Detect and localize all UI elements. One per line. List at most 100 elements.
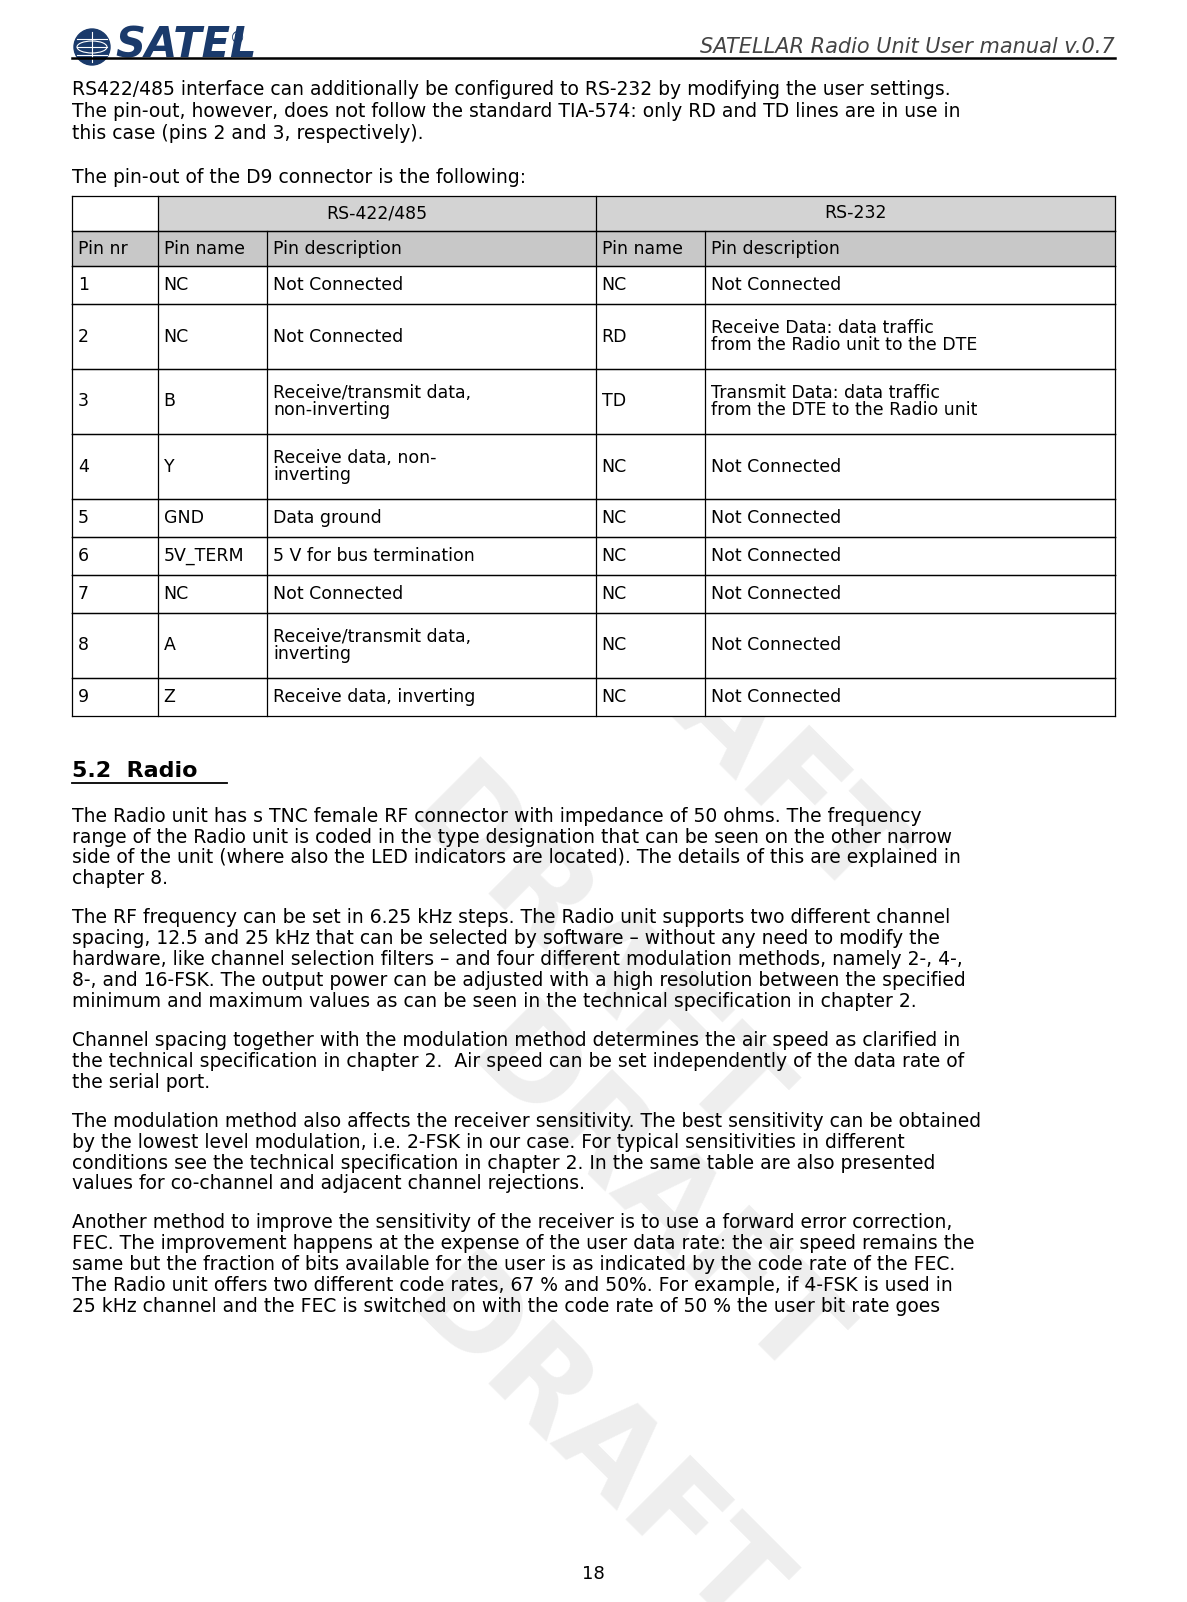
Text: SATEL: SATEL <box>115 24 256 66</box>
Text: Pin description: Pin description <box>711 240 840 258</box>
Text: Pin nr: Pin nr <box>78 240 128 258</box>
Text: Not Connected: Not Connected <box>711 458 842 476</box>
Text: Z: Z <box>164 687 176 706</box>
Text: 5: 5 <box>78 509 89 527</box>
Text: Not Connected: Not Connected <box>711 585 842 602</box>
Bar <box>705 434 1115 498</box>
Text: Not Connected: Not Connected <box>711 687 842 706</box>
Bar <box>596 434 705 498</box>
Text: 7: 7 <box>78 585 89 602</box>
Text: 2: 2 <box>78 327 89 346</box>
Text: RD: RD <box>602 327 627 346</box>
Text: FEC. The improvement happens at the expense of the user data rate: the air speed: FEC. The improvement happens at the expe… <box>72 1234 975 1253</box>
Text: Not Connected: Not Connected <box>711 276 842 295</box>
Text: NC: NC <box>602 458 627 476</box>
Text: A: A <box>164 636 176 655</box>
Bar <box>158 614 267 678</box>
Text: chapter 8.: chapter 8. <box>72 870 169 889</box>
Text: inverting: inverting <box>273 466 351 484</box>
Text: 5.2  Radio: 5.2 Radio <box>72 761 197 782</box>
Text: DRAFT: DRAFT <box>386 751 801 1168</box>
Text: Channel spacing together with the modulation method determines the air speed as : Channel spacing together with the modula… <box>72 1032 960 1049</box>
Text: 6: 6 <box>78 546 89 566</box>
Text: DRAFT: DRAFT <box>445 992 861 1408</box>
Text: range of the Radio unit is coded in the type designation that can be seen on the: range of the Radio unit is coded in the … <box>72 828 952 846</box>
Bar <box>72 231 158 266</box>
Bar <box>72 368 158 434</box>
Bar <box>158 231 267 266</box>
Text: from the Radio unit to the DTE: from the Radio unit to the DTE <box>711 336 977 354</box>
Text: 5V_TERM: 5V_TERM <box>164 546 245 566</box>
Bar <box>596 195 1115 231</box>
Text: NC: NC <box>164 276 189 295</box>
Bar <box>267 678 596 716</box>
Bar <box>158 434 267 498</box>
Text: Data ground: Data ground <box>273 509 382 527</box>
Text: 8-, and 16-FSK. The output power can be adjusted with a high resolution between : 8-, and 16-FSK. The output power can be … <box>72 971 966 990</box>
Bar <box>705 266 1115 304</box>
Text: The pin-out, however, does not follow the standard TIA-574: only RD and TD lines: The pin-out, however, does not follow th… <box>72 103 960 122</box>
Text: by the lowest level modulation, i.e. 2-FSK in our case. For typical sensitivitie: by the lowest level modulation, i.e. 2-F… <box>72 1133 904 1152</box>
Text: 3: 3 <box>78 392 89 410</box>
Bar <box>72 195 158 231</box>
Text: GND: GND <box>164 509 203 527</box>
Text: Not Connected: Not Connected <box>273 585 404 602</box>
Bar <box>72 498 158 537</box>
Text: Receive Data: data traffic: Receive Data: data traffic <box>711 319 934 336</box>
Bar <box>158 498 267 537</box>
Text: 9: 9 <box>78 687 89 706</box>
Bar <box>267 231 596 266</box>
Text: NC: NC <box>602 687 627 706</box>
Text: RS422/485 interface can additionally be configured to RS-232 by modifying the us: RS422/485 interface can additionally be … <box>72 80 951 99</box>
Bar <box>596 498 705 537</box>
Bar <box>267 434 596 498</box>
Text: Y: Y <box>164 458 174 476</box>
Bar <box>158 537 267 575</box>
Text: this case (pins 2 and 3, respectively).: this case (pins 2 and 3, respectively). <box>72 123 424 143</box>
Bar <box>596 575 705 614</box>
Bar <box>705 304 1115 368</box>
Text: same but the fraction of bits available for the user is as indicated by the code: same but the fraction of bits available … <box>72 1256 956 1274</box>
Text: NC: NC <box>164 327 189 346</box>
Text: side of the unit (where also the LED indicators are located). The details of thi: side of the unit (where also the LED ind… <box>72 849 960 867</box>
Text: Transmit Data: data traffic: Transmit Data: data traffic <box>711 384 940 402</box>
Text: Receive data, non-: Receive data, non- <box>273 449 437 466</box>
Text: Not Connected: Not Connected <box>711 546 842 566</box>
Bar <box>267 498 596 537</box>
Bar <box>596 231 705 266</box>
Bar <box>705 537 1115 575</box>
Text: NC: NC <box>602 546 627 566</box>
Bar <box>72 575 158 614</box>
Bar <box>72 266 158 304</box>
Bar <box>705 575 1115 614</box>
Text: values for co-channel and adjacent channel rejections.: values for co-channel and adjacent chann… <box>72 1174 585 1193</box>
Text: the technical specification in chapter 2.  Air speed can be set independently of: the technical specification in chapter 2… <box>72 1053 964 1070</box>
Text: conditions see the technical specification in chapter 2. In the same table are a: conditions see the technical specificati… <box>72 1153 935 1173</box>
Text: NC: NC <box>602 509 627 527</box>
Text: 8: 8 <box>78 636 89 655</box>
Text: RS-232: RS-232 <box>824 205 887 223</box>
Bar <box>705 231 1115 266</box>
Bar <box>72 537 158 575</box>
Text: the serial port.: the serial port. <box>72 1073 210 1093</box>
Text: Receive data, inverting: Receive data, inverting <box>273 687 476 706</box>
Text: NC: NC <box>164 585 189 602</box>
Text: 25 kHz channel and the FEC is switched on with the code rate of 50 % the user bi: 25 kHz channel and the FEC is switched o… <box>72 1298 940 1317</box>
Text: TD: TD <box>602 392 626 410</box>
Text: Pin description: Pin description <box>273 240 402 258</box>
Bar <box>158 266 267 304</box>
Text: inverting: inverting <box>273 646 351 663</box>
Bar <box>596 368 705 434</box>
Bar <box>267 266 596 304</box>
Text: minimum and maximum values as can be seen in the technical specification in chap: minimum and maximum values as can be see… <box>72 992 916 1011</box>
Text: The pin-out of the D9 connector is the following:: The pin-out of the D9 connector is the f… <box>72 168 526 187</box>
Text: Pin name: Pin name <box>164 240 245 258</box>
Text: 1: 1 <box>78 276 89 295</box>
Text: DRAFT: DRAFT <box>504 513 920 928</box>
Bar <box>158 368 267 434</box>
Text: Not Connected: Not Connected <box>711 509 842 527</box>
Text: non-inverting: non-inverting <box>273 400 391 420</box>
Bar <box>596 266 705 304</box>
Bar <box>596 678 705 716</box>
Text: NC: NC <box>602 636 627 655</box>
